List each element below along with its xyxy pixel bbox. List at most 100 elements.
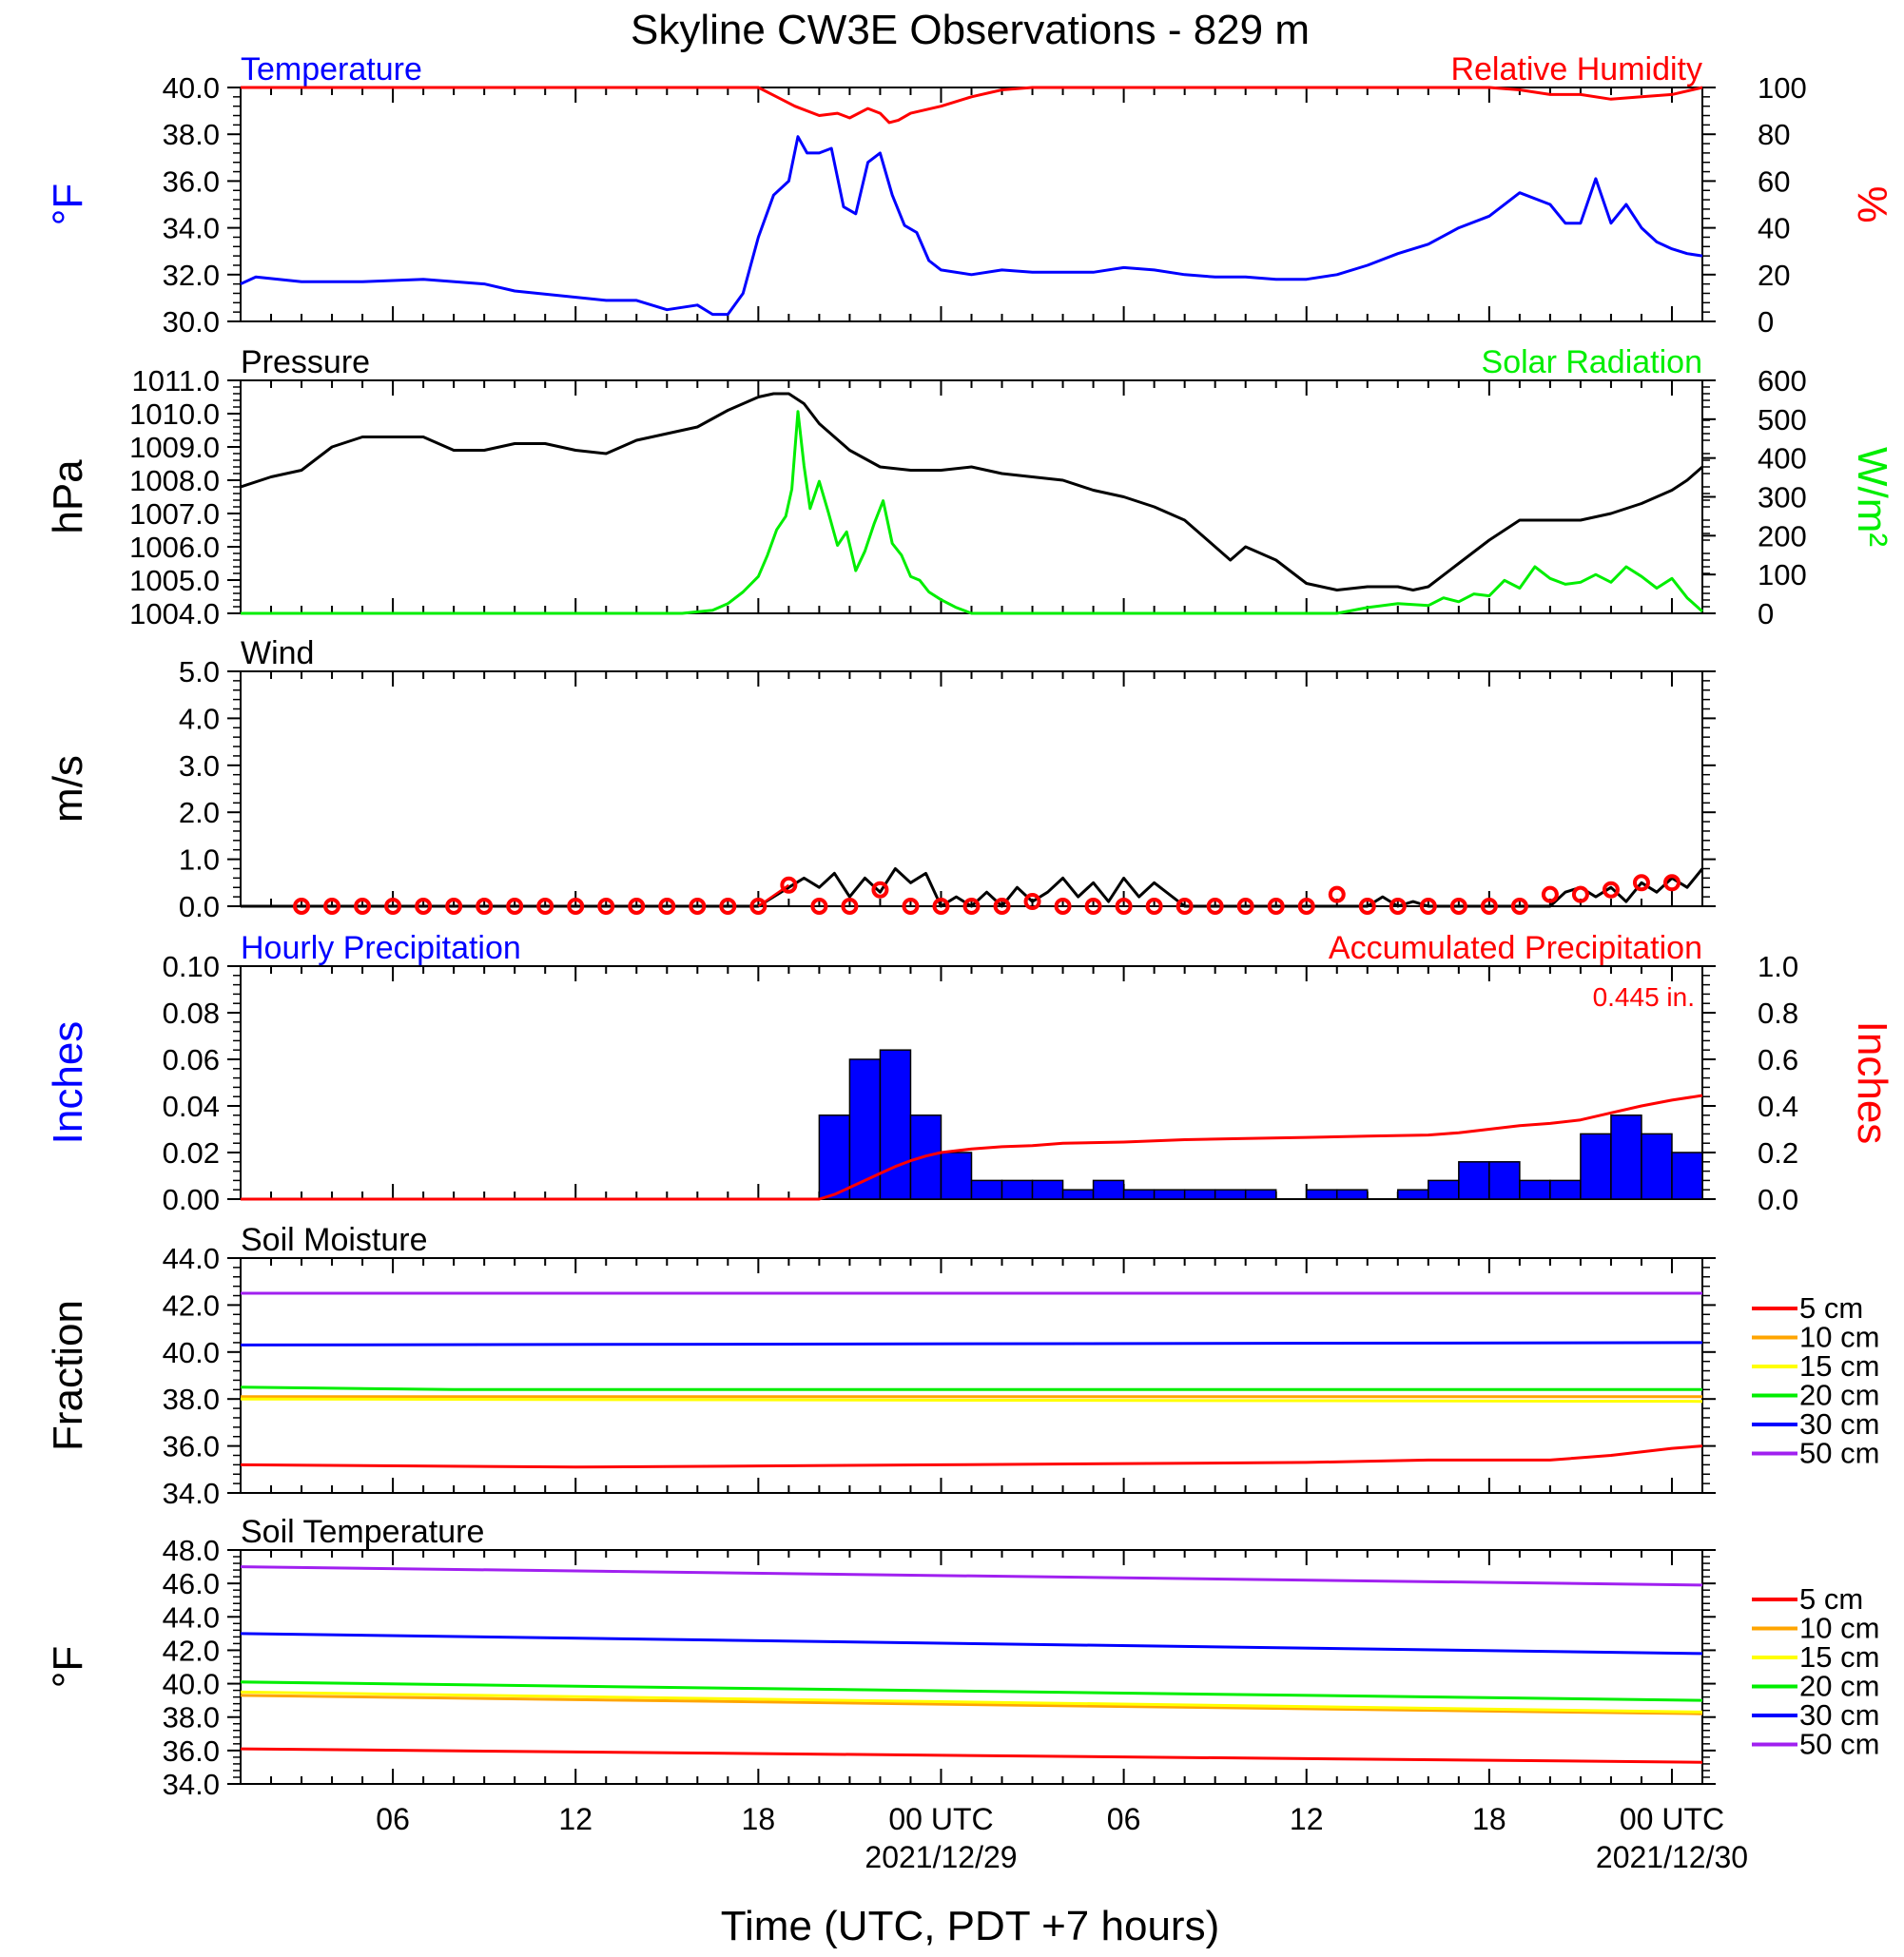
pres-ytick-label-left: 1010.0 xyxy=(129,397,220,431)
wind-marker xyxy=(749,898,767,915)
pres-ylabel-right: W/m² xyxy=(1849,447,1895,547)
soilm-series-15-cm xyxy=(240,1397,1703,1404)
temp-ytick-label-left: 30.0 xyxy=(163,305,220,339)
wind-marker xyxy=(567,898,585,915)
wind-marker xyxy=(1662,874,1681,892)
soilt-title-left: Soil Temperature xyxy=(241,1514,484,1550)
precip-bar xyxy=(879,1049,912,1200)
precip-ytick-label-left: 0.00 xyxy=(163,1183,220,1216)
soilt-legend-label: 15 cm xyxy=(1799,1640,1879,1674)
soilm-ytick-label-left: 42.0 xyxy=(163,1289,220,1322)
wind-marker xyxy=(1023,893,1041,911)
soilt-series-30-cm xyxy=(240,1632,1703,1656)
soilm-series-20-cm xyxy=(240,1385,1702,1391)
soilt-series-20-cm xyxy=(240,1680,1703,1702)
soilm-legend-label: 50 cm xyxy=(1799,1437,1879,1470)
wind-marker xyxy=(810,898,828,915)
x-tick-date: 2021/12/29 xyxy=(865,1840,1017,1874)
precip-ytick-label-right: 0.0 xyxy=(1758,1183,1798,1216)
wind-title-left: Wind xyxy=(241,635,314,671)
soilt-legend-label: 50 cm xyxy=(1799,1728,1879,1761)
precip-bar xyxy=(1092,1179,1125,1200)
wind-marker xyxy=(1236,898,1254,915)
pres-ytick-label-left: 1009.0 xyxy=(129,431,220,464)
wind-marker xyxy=(1297,898,1315,915)
soilm-ytick-label-left: 36.0 xyxy=(163,1430,220,1463)
soilt-ylabel-left: °F xyxy=(45,1646,91,1688)
precip-ytick-label-left: 0.06 xyxy=(163,1043,220,1076)
wind-marker xyxy=(841,898,859,915)
wind-marker xyxy=(1632,874,1650,892)
precip-ytick-label-left: 0.08 xyxy=(163,997,220,1030)
soilt-ytick-label-left: 36.0 xyxy=(163,1734,220,1768)
x-tick-label: 00 UTC xyxy=(1620,1802,1724,1836)
figure-title: Skyline CW3E Observations - 829 m xyxy=(631,7,1310,53)
temp-title-left: Temperature xyxy=(241,51,422,87)
precip-title-left: Hourly Precipitation xyxy=(241,930,521,966)
pres-title-left: Pressure xyxy=(241,344,370,380)
temp-title-right: Relative Humidity xyxy=(1450,51,1702,87)
soilt-series-50-cm xyxy=(240,1565,1703,1587)
x-tick-label: 18 xyxy=(1472,1802,1506,1836)
wind-marker xyxy=(962,898,981,915)
soilt-series-5-cm xyxy=(240,1747,1703,1764)
precip-ylabel-left: Inches xyxy=(45,1021,91,1145)
precip-bar xyxy=(1336,1189,1369,1200)
soilt-frame xyxy=(240,1549,1703,1785)
precip-bar xyxy=(1183,1189,1216,1200)
pres-ytick-label-right: 500 xyxy=(1758,403,1807,436)
wind-marker xyxy=(1602,881,1620,899)
soilm-ytick-label-left: 38.0 xyxy=(163,1383,220,1416)
wind-ytick-label-left: 4.0 xyxy=(179,702,220,735)
pres-ytick-label-left: 1005.0 xyxy=(129,564,220,597)
precip-bar xyxy=(1519,1179,1551,1200)
temp-ylabel-left: °F xyxy=(45,184,91,225)
soilt-ytick-label-left: 42.0 xyxy=(163,1634,220,1667)
wind-marker xyxy=(1206,898,1224,915)
wind-marker xyxy=(1175,898,1194,915)
pres-ytick-label-right: 300 xyxy=(1758,481,1807,514)
soilm-ylabel-left: Fraction xyxy=(45,1300,91,1451)
wind-marker xyxy=(1510,898,1528,915)
wind-marker xyxy=(536,898,554,915)
wind-marker xyxy=(323,898,341,915)
soilm-title-left: Soil Moisture xyxy=(241,1222,428,1258)
x-tick-date: 2021/12/30 xyxy=(1596,1840,1748,1874)
soilt-legend-label: 20 cm xyxy=(1799,1670,1879,1703)
wind-marker xyxy=(1480,898,1498,915)
temp-ytick-label-left: 38.0 xyxy=(163,118,220,151)
wind-marker xyxy=(1419,898,1437,915)
wind-series-wind-speed xyxy=(241,867,1704,908)
x-tick-label: 18 xyxy=(742,1802,776,1836)
precip-bar xyxy=(1061,1189,1095,1200)
soilm-series-30-cm xyxy=(240,1341,1703,1347)
temp-ytick-label-right: 60 xyxy=(1758,165,1790,198)
precip-ytick-label-right: 1.0 xyxy=(1758,950,1798,983)
wind-marker xyxy=(415,898,433,915)
precip-bar xyxy=(1549,1179,1582,1200)
precip-ytick-label-left: 0.10 xyxy=(163,950,220,983)
wind-marker xyxy=(293,898,311,915)
precip-ytick-label-right: 0.6 xyxy=(1758,1043,1798,1076)
wind-frame xyxy=(240,670,1703,907)
soilm-ytick-label-left: 40.0 xyxy=(163,1336,220,1369)
temp-ytick-label-right: 100 xyxy=(1758,71,1807,105)
precip-bar xyxy=(970,1179,1003,1200)
wind-marker xyxy=(1449,898,1467,915)
wind-marker xyxy=(658,898,676,915)
temp-frame xyxy=(240,87,1703,322)
wind-ytick-label-left: 5.0 xyxy=(179,655,220,688)
precip-ytick-label-right: 0.8 xyxy=(1758,997,1798,1030)
precip-bar xyxy=(1305,1189,1338,1200)
wind-marker xyxy=(1389,898,1407,915)
x-axis-label: Time (UTC, PDT +7 hours) xyxy=(721,1903,1219,1949)
wind-marker-trace xyxy=(757,883,790,908)
wind-marker xyxy=(1541,885,1559,903)
wind-marker xyxy=(719,898,737,915)
pres-frame xyxy=(240,379,1703,614)
precip-bar xyxy=(940,1152,973,1200)
wind-marker xyxy=(1145,898,1163,915)
pres-ytick-label-right: 0 xyxy=(1758,597,1774,630)
temp-series-temperature xyxy=(240,135,1703,317)
